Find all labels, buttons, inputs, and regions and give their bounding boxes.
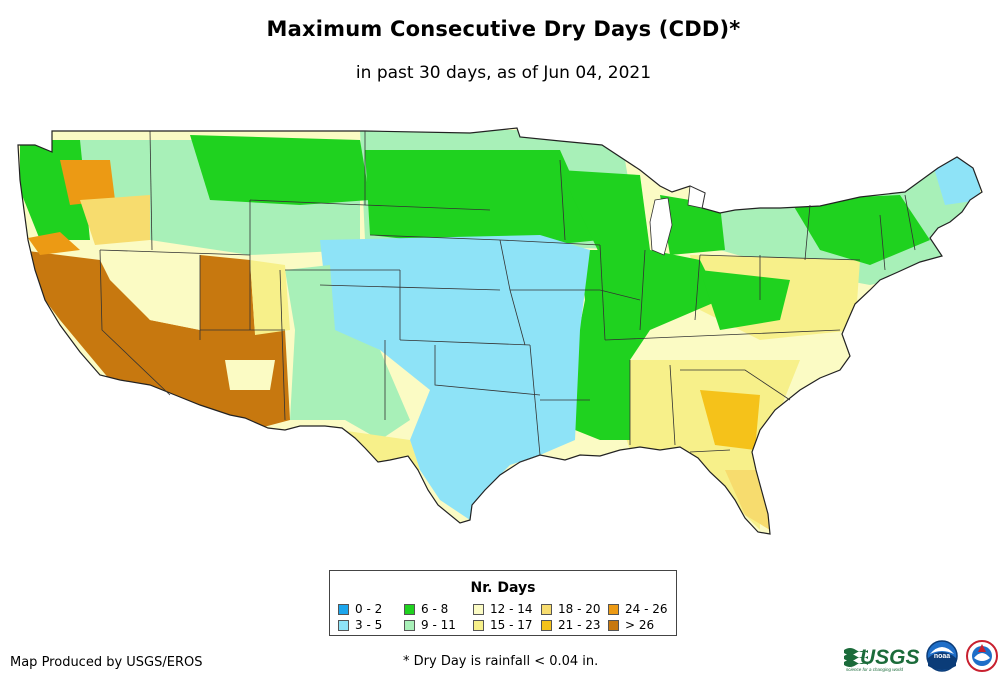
legend-item: 12 - 14 [473, 601, 541, 617]
legend-swatch [338, 619, 349, 631]
legend-swatch [473, 619, 484, 631]
legend-label: 3 - 5 [355, 618, 383, 632]
map-credit: Map Produced by USGS/EROS [10, 655, 203, 670]
usgs-logo: USGS science for a changing world [844, 646, 920, 672]
legend-label: 15 - 17 [490, 618, 533, 632]
noaa-logo: noaa [926, 640, 958, 672]
map-title: Maximum Consecutive Dry Days (CDD)* [266, 17, 741, 41]
legend-label: 9 - 11 [421, 618, 456, 632]
agency-logos: USGS science for a changing world noaa [844, 640, 998, 672]
legend-item: 9 - 11 [404, 617, 473, 633]
legend-item: 3 - 5 [338, 617, 404, 633]
legend-swatch [404, 619, 415, 631]
legend-title: Nr. Days [470, 580, 536, 596]
nws-logo [966, 640, 998, 672]
legend-item: 6 - 8 [404, 601, 473, 617]
legend-label: 21 - 23 [558, 618, 601, 632]
legend-item: 24 - 26 [608, 601, 674, 617]
legend-label: 6 - 8 [421, 602, 449, 616]
legend-item: 21 - 23 [541, 617, 608, 633]
legend-swatch [541, 603, 552, 615]
legend-swatch [608, 619, 619, 631]
legend-label: > 26 [625, 618, 655, 632]
legend-item: 18 - 20 [541, 601, 608, 617]
map-subtitle: in past 30 days, as of Jun 04, 2021 [355, 63, 652, 83]
dry-day-footnote: * Dry Day is rainfall < 0.04 in. [403, 654, 599, 669]
legend-label: 18 - 20 [558, 602, 601, 616]
legend: Nr. Days 0 - 2 3 - 5 6 - 8 9 - 11 12 - 1… [329, 570, 677, 636]
legend-swatch [338, 603, 349, 615]
legend-swatch [608, 603, 619, 615]
legend-item: 15 - 17 [473, 617, 541, 633]
legend-item: 0 - 2 [338, 601, 404, 617]
noaa-logo-text: noaa [934, 653, 950, 660]
legend-swatch [541, 619, 552, 631]
legend-label: 0 - 2 [355, 602, 383, 616]
legend-label: 24 - 26 [625, 602, 668, 616]
legend-swatch [473, 603, 484, 615]
legend-items: 0 - 2 3 - 5 6 - 8 9 - 11 12 - 14 15 - 17… [338, 601, 674, 633]
usgs-tagline: science for a changing world [846, 667, 904, 672]
legend-item: > 26 [608, 617, 674, 633]
legend-swatch [404, 603, 415, 615]
legend-label: 12 - 14 [490, 602, 533, 616]
cdd-map [17, 127, 983, 535]
usgs-logo-text: USGS [860, 646, 920, 669]
